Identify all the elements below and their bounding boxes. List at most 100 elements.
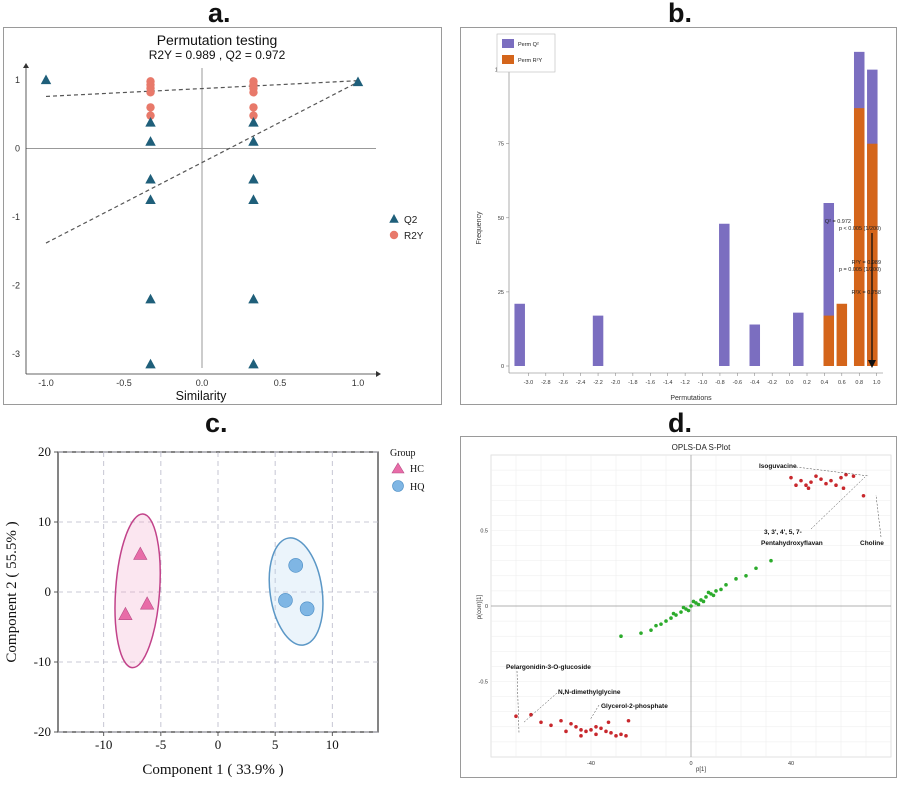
x-tick-label: 5 [272,737,279,752]
pca-scatter-chart: Component 1 ( 33.9% ) Component 2 ( 55.5… [4,444,425,778]
non-significant-point [681,605,686,610]
x-tick-label: 1.0 [352,378,365,388]
non-significant-point [664,619,668,623]
perm-q2-bar [592,315,604,366]
q2-point [248,293,259,304]
discriminant-point [789,475,793,480]
chart-title: OPLS-DA S-Plot [672,443,731,452]
y-tick-label: -2 [12,281,20,291]
y-tick-label: 50 [498,216,504,222]
hc-point [133,546,148,560]
x-tick-label: -1.0 [698,380,707,386]
discriminant-point [569,721,573,726]
x-tick-label: 0.2 [803,380,811,386]
x-tick-label: -1.8 [628,380,637,386]
permutation-scatter-chart: Permutation testing R2Y = 0.989 , Q2 = 0… [12,32,424,403]
discriminant-point [579,728,583,732]
legend: Group HC HQ [390,448,425,493]
hq-point [299,601,315,617]
x-tick-label: -2.6 [558,380,567,386]
perm-r2y-bar [823,315,835,366]
r2y-point [146,111,155,120]
discriminant-point [824,481,828,486]
x-tick-label: 1.0 [873,380,881,386]
discriminant-point [624,734,628,738]
discriminant-point [529,712,533,717]
x-axis-label: Similarity [176,389,227,403]
legend-marker-hc [391,462,405,474]
y-tick-label: 10 [38,514,51,529]
discriminant-point [839,475,843,480]
legend-marker-q2 [389,214,399,223]
y-tick-label: 0 [501,364,504,370]
discriminant-point [549,723,553,728]
hq-confidence-ellipse [268,537,324,646]
label-pentahydroxyflavan-line1: 3, 3', 4', 5, 7- [764,529,802,536]
legend-label-q2: Q2 [404,215,418,226]
panel-label-c: c. [205,408,228,438]
hc-confidence-ellipse [114,513,161,669]
discriminant-point [614,734,618,738]
non-significant-point [744,574,748,578]
x-tick-label: 0.6 [838,380,846,386]
x-tick-label: 40 [788,761,794,767]
y-tick-label: 0 [15,144,20,154]
x-tick-label: 0.0 [786,380,794,386]
discriminant-point [626,718,631,723]
non-significant-point [689,604,693,608]
y-tick-label: 0.5 [480,529,488,535]
discriminant-point [861,493,866,498]
r2y-point [146,103,155,112]
hq-point [278,593,293,608]
leader-choline [875,494,882,538]
legend-swatch-perm-r2y [502,55,514,64]
x-tick-label: -2.8 [541,380,550,386]
x-tick-label: -10 [95,737,112,752]
perm-r2y-bar [836,303,848,366]
x-tick-label: 0.5 [274,378,287,388]
x-axis-label: p[1] [696,767,706,773]
annotation-r2y: R²Y = 0.989 [852,260,881,266]
discriminant-point [539,720,543,725]
discriminant-point [609,731,613,735]
perm-q2-bar [823,203,835,366]
metabolite-labels: Isoguvacine 3, 3', 4', 5, 7- Pentahydrox… [506,463,884,710]
q2-point [248,173,259,184]
discriminant-point [599,726,603,731]
leader-glycerol-2-phosphate [589,704,600,721]
chart-subtitle: R2Y = 0.989 , Q2 = 0.972 [149,48,286,62]
y-tick-label: 25 [498,290,504,296]
x-axis-label: Permutations [670,395,712,402]
x-tick-label: -0.2 [767,380,776,386]
r2y-point [249,103,258,112]
chart-panel-c: Component 1 ( 33.9% ) Component 2 ( 55.5… [0,438,445,780]
q2-point [145,136,156,146]
y-axis-label: Component 2 ( 55.5% ) [4,521,20,662]
discriminant-point [814,474,818,478]
discriminant-point [834,483,838,487]
discriminant-point [594,725,598,729]
non-significant-point [724,583,728,587]
non-significant-point [686,608,691,613]
discriminant-point [594,732,598,737]
y-tick-label: 0 [485,604,488,610]
legend-title: Group [390,448,416,459]
regression-line-r2y [45,80,359,98]
x-tick-label: 0 [689,761,692,767]
x-tick-label: -3.0 [524,380,533,386]
y-axis-arrowhead [23,63,29,68]
label-leader-lines [516,466,882,734]
discriminant-point [604,729,608,734]
y-tick-label: -10 [34,654,51,669]
discriminant-point [559,718,563,723]
legend-label-perm-q2: Perm Q² [518,42,539,48]
discriminant-point [794,483,798,487]
q2-point [248,116,259,127]
discriminant-point [804,483,808,487]
discriminant-point [809,480,813,484]
hc-point [118,606,133,620]
q2-point [352,76,364,87]
perm-q2-bar [793,312,804,366]
x-tick-label: -1.6 [646,380,655,386]
non-significant-point [704,595,708,599]
